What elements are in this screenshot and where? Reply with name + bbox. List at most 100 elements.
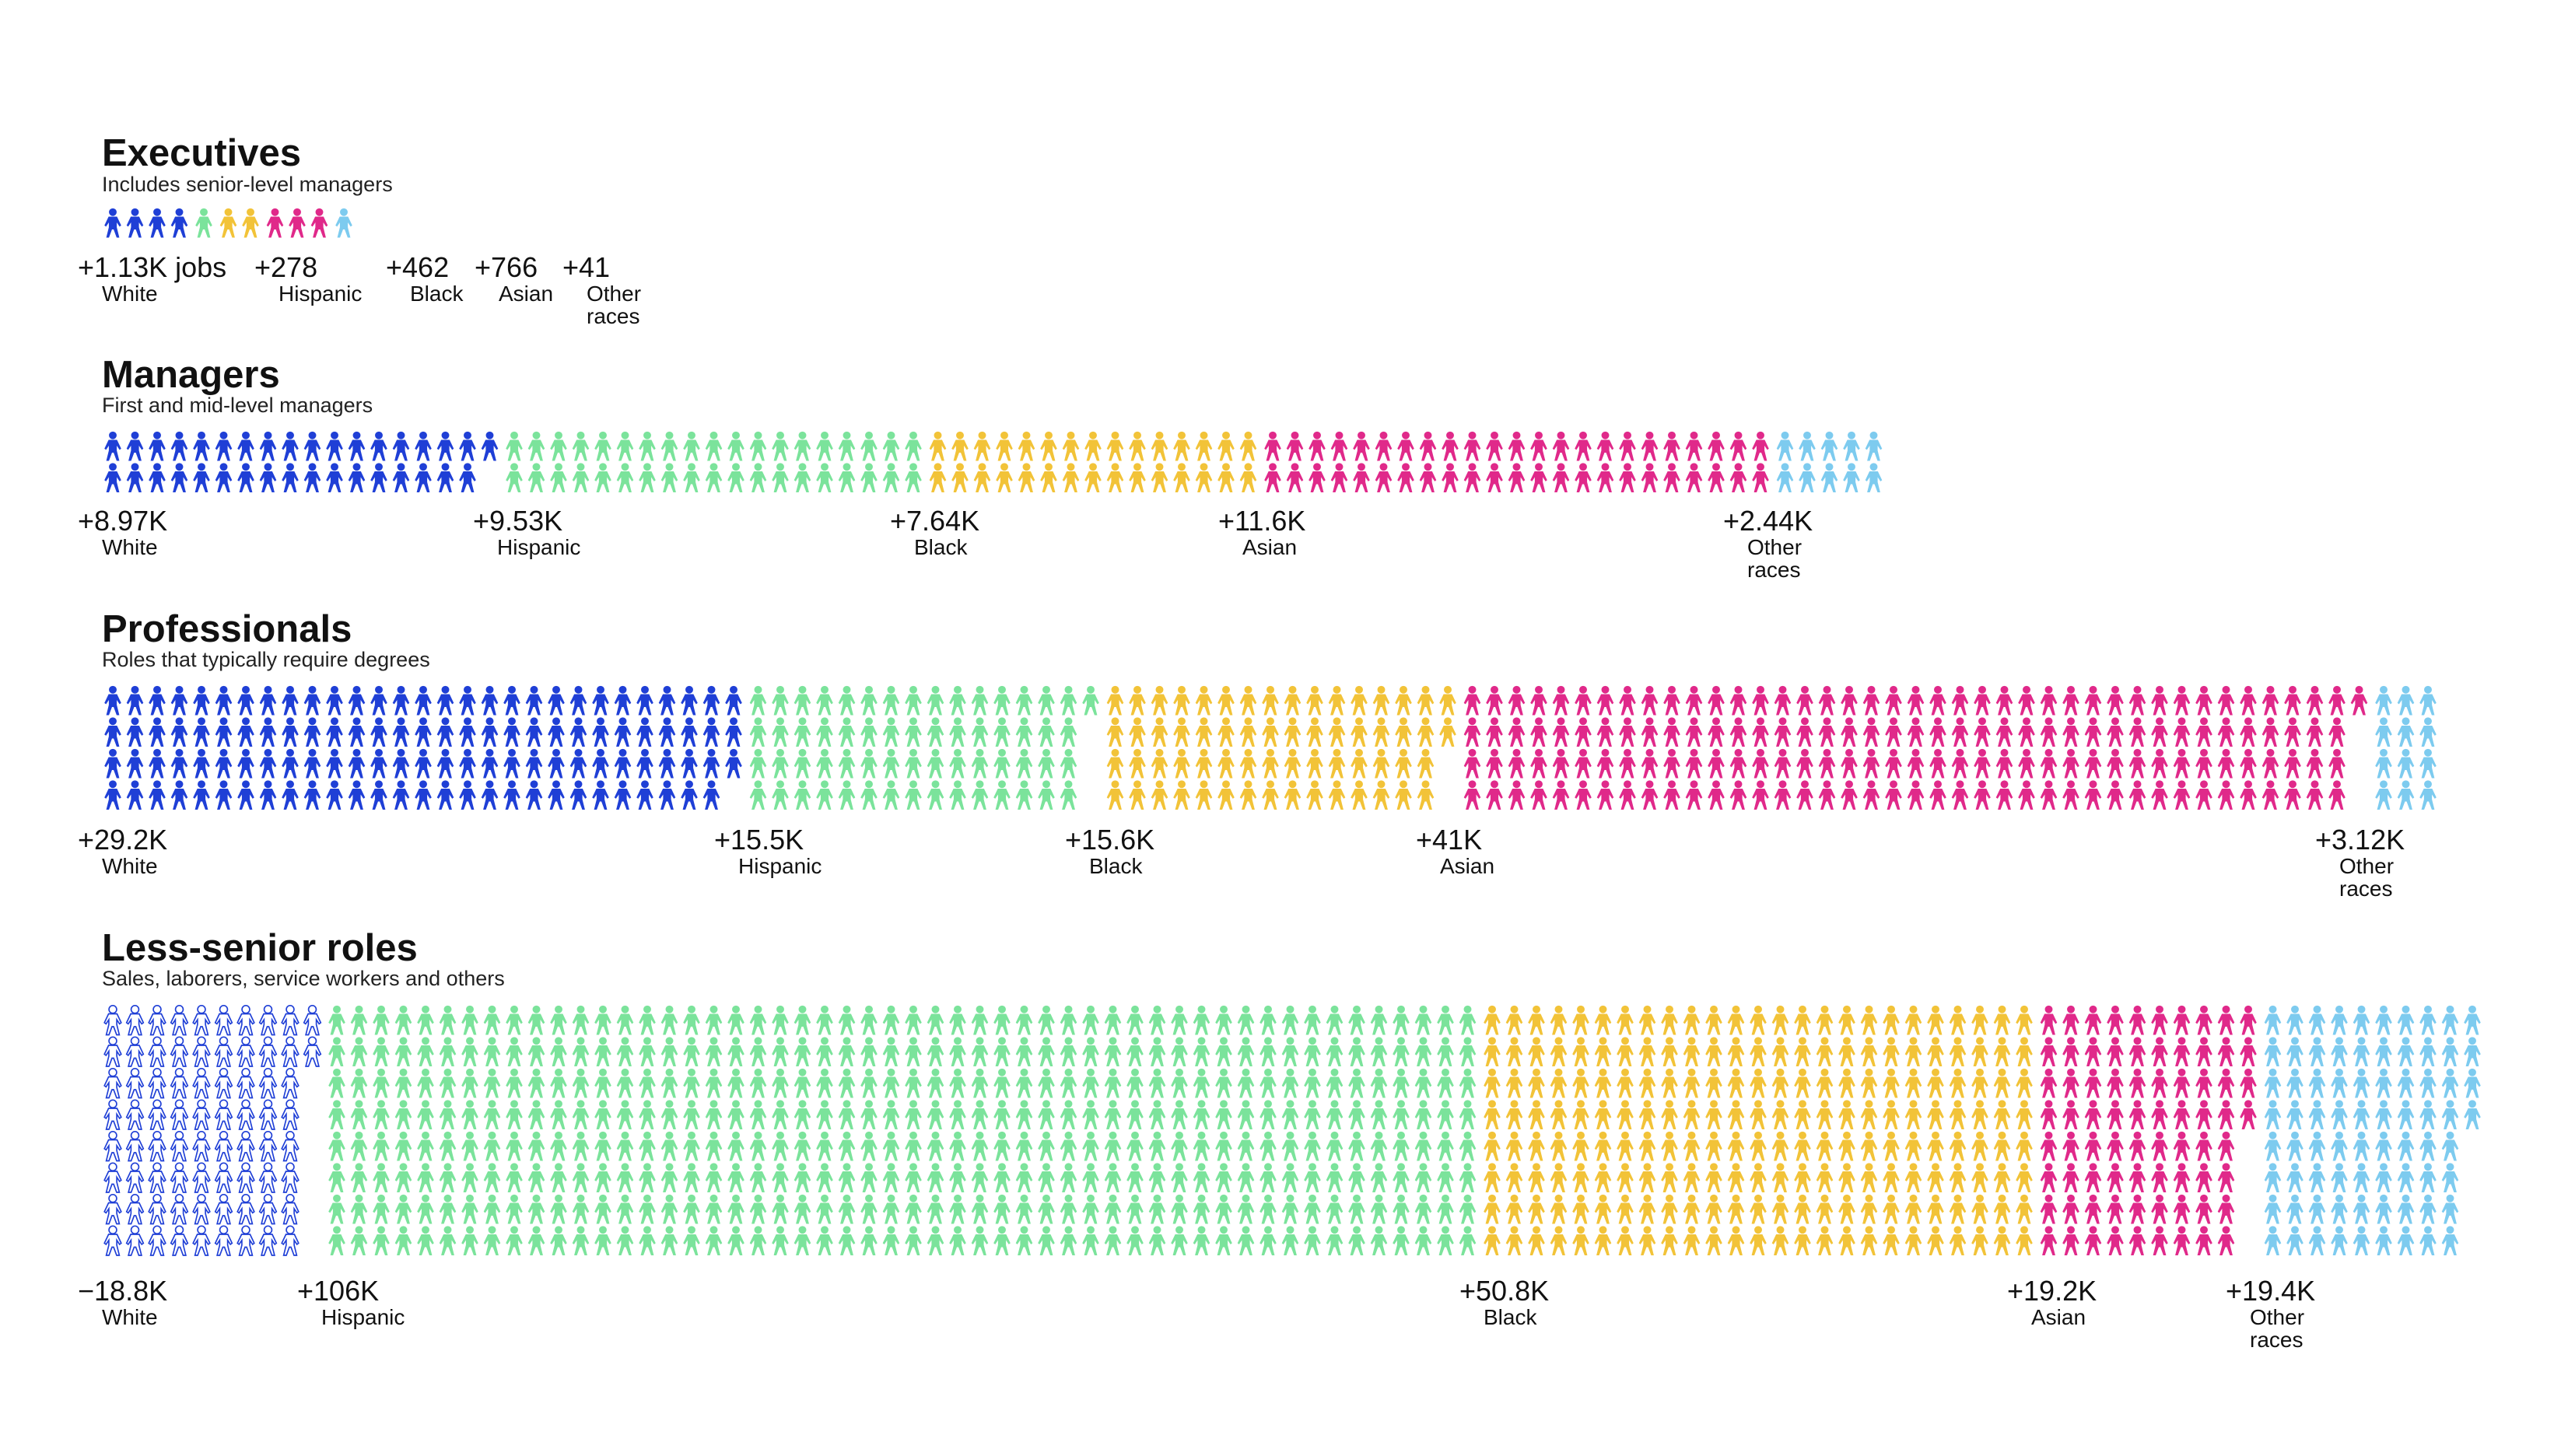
person-icon <box>1838 1131 1855 1161</box>
person-icon <box>1750 1037 1767 1066</box>
person-icon <box>1395 748 1412 779</box>
person-icon <box>125 1194 145 1225</box>
person-icon <box>1841 685 1858 716</box>
person-icon <box>1530 748 1547 779</box>
person-icon <box>594 463 611 492</box>
person-icon <box>2331 1100 2348 1129</box>
person-icon <box>727 1226 744 1255</box>
person-icon <box>1082 685 1099 716</box>
person-icon <box>572 1163 590 1192</box>
person-icon <box>1417 748 1435 779</box>
person-icon <box>506 1100 523 1129</box>
person-icon <box>281 1194 300 1225</box>
person-icon <box>2375 1226 2392 1255</box>
person-icon <box>2419 748 2437 779</box>
person-icon <box>1860 1005 1878 1035</box>
icon-group-hispanic <box>328 1005 1477 1255</box>
person-icon <box>2264 1005 2282 1035</box>
person-icon <box>436 748 454 779</box>
person-icon <box>215 780 233 810</box>
person-icon <box>1370 1163 1388 1192</box>
person-icon <box>1393 1037 1410 1066</box>
person-icon <box>2195 748 2212 779</box>
person-icon <box>2018 685 2035 716</box>
person-icon <box>214 1068 233 1099</box>
person-icon <box>1530 780 1547 810</box>
person-icon <box>592 780 609 810</box>
person-icon <box>639 1163 656 1192</box>
person-icon <box>2040 717 2058 747</box>
person-icon <box>1306 748 1323 779</box>
person-icon <box>993 1194 1011 1224</box>
person-icon <box>1262 685 1279 716</box>
person-icon <box>1638 1100 1656 1129</box>
person-icon <box>525 780 543 810</box>
person-icon <box>1841 748 1858 779</box>
section-subtitle: Sales, laborers, service workers and oth… <box>102 967 505 990</box>
person-icon <box>1927 1037 1944 1066</box>
person-icon <box>860 1194 878 1224</box>
person-icon <box>616 463 634 492</box>
person-icon <box>1727 1194 1745 1224</box>
person-icon <box>2308 1100 2326 1129</box>
person-icon <box>436 431 454 461</box>
person-icon <box>550 1037 567 1066</box>
person-icon <box>2286 1226 2303 1255</box>
person-icon <box>1015 1194 1033 1224</box>
person-icon <box>2217 748 2235 779</box>
person-icon <box>1148 1163 1166 1192</box>
person-icon <box>2240 1068 2257 1098</box>
person-icon <box>436 717 454 747</box>
person-icon <box>882 1226 900 1255</box>
person-icon <box>1619 748 1636 779</box>
person-icon <box>702 685 720 716</box>
person-icon <box>1971 1226 1988 1255</box>
person-icon <box>1530 463 1547 492</box>
person-icon <box>1508 685 1526 716</box>
category-label: Black <box>914 535 968 559</box>
person-icon <box>2397 1037 2415 1066</box>
person-icon <box>1348 1194 1365 1224</box>
person-icon <box>1082 1005 1099 1035</box>
person-icon <box>1038 780 1055 810</box>
person-icon <box>1259 1005 1277 1035</box>
person-icon <box>2353 1037 2370 1066</box>
person-icon <box>1437 1100 1454 1129</box>
person-icon <box>1528 1068 1545 1098</box>
person-icon <box>1774 685 1792 716</box>
person-icon <box>104 431 121 461</box>
person-icon <box>303 1005 322 1036</box>
person-icon <box>838 1037 856 1066</box>
person-icon <box>326 463 343 492</box>
person-icon <box>772 1226 789 1255</box>
section-title: Executives <box>102 132 301 174</box>
person-icon <box>973 463 991 492</box>
person-icon <box>683 431 700 461</box>
person-icon <box>927 717 944 747</box>
person-icon <box>2062 1100 2079 1129</box>
person-icon <box>794 1194 811 1224</box>
icon-group-hispanic <box>195 208 212 238</box>
person-icon <box>702 780 720 810</box>
person-icon <box>1239 685 1257 716</box>
person-icon <box>1705 1037 1722 1066</box>
person-icon <box>103 1194 122 1225</box>
person-icon <box>1862 685 1880 716</box>
person-icon <box>816 431 833 461</box>
person-icon <box>1259 1037 1277 1066</box>
person-icon <box>1309 463 1326 492</box>
person-icon <box>1883 1226 1900 1255</box>
person-icon <box>192 1036 211 1067</box>
person-icon <box>1038 1163 1055 1192</box>
person-icon <box>1752 780 1769 810</box>
person-icon <box>1575 780 1592 810</box>
person-icon <box>1259 1194 1277 1224</box>
person-icon <box>170 1162 189 1193</box>
person-icon <box>126 463 144 492</box>
person-icon <box>2084 1100 2102 1129</box>
person-icon <box>1126 1005 1144 1035</box>
person-icon <box>2306 748 2324 779</box>
person-icon <box>1820 463 1838 492</box>
person-icon <box>170 717 188 747</box>
person-icon <box>2217 1163 2235 1192</box>
